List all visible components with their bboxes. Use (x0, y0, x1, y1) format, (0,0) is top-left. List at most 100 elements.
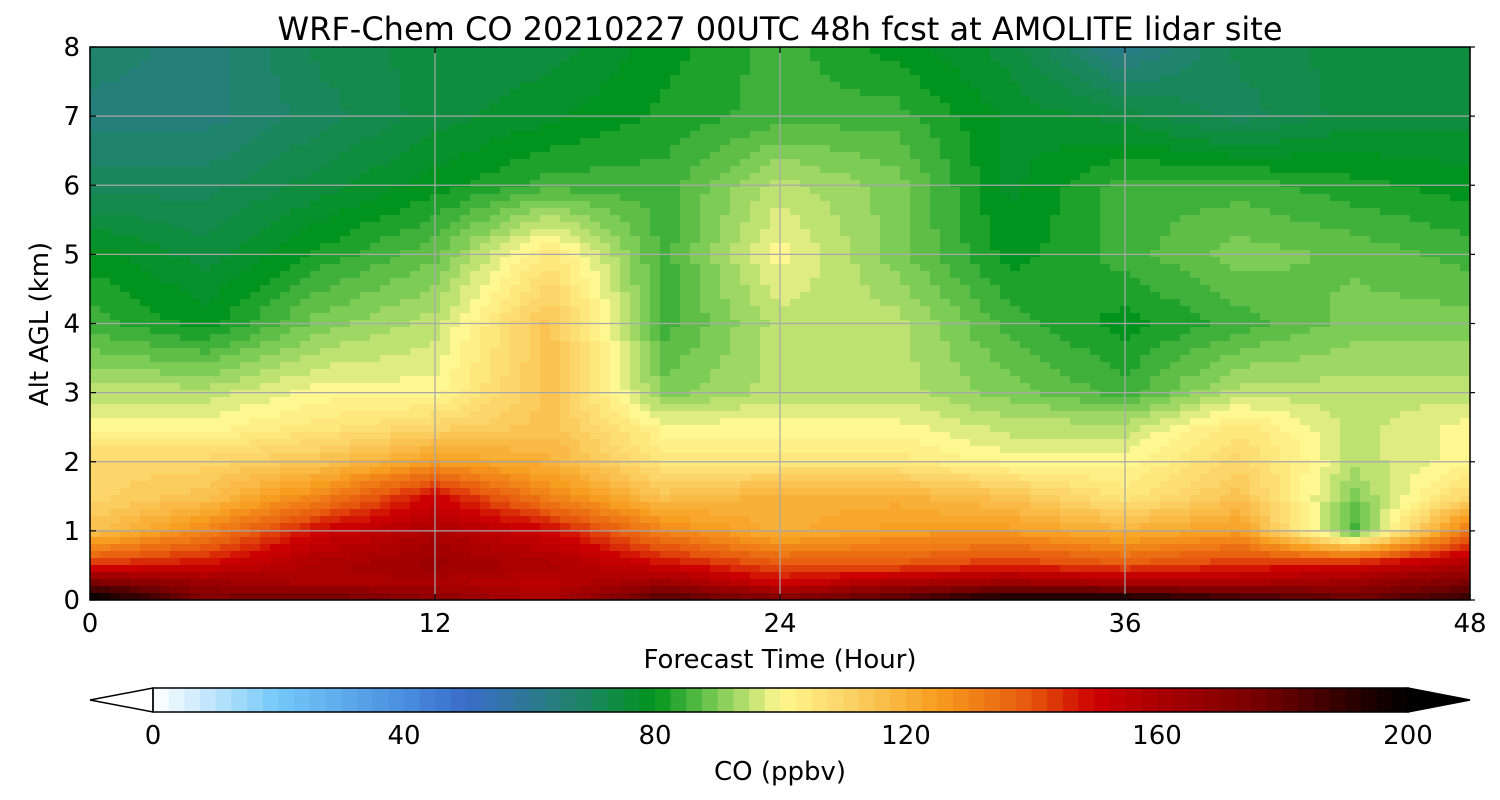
field-cell (1260, 131, 1271, 139)
field-cell (1350, 152, 1361, 160)
field-cell (1420, 68, 1431, 76)
field-cell (820, 124, 831, 132)
field-cell (440, 180, 451, 188)
field-cell (710, 96, 721, 104)
field-cell (850, 96, 861, 104)
field-cell (1240, 243, 1251, 251)
field-cell (180, 236, 191, 244)
field-cell (590, 292, 601, 300)
field-cell (540, 110, 551, 118)
field-cell (1090, 166, 1101, 174)
field-cell (980, 68, 991, 76)
field-cell (550, 236, 561, 244)
field-cell (1090, 47, 1101, 55)
field-cell (1300, 180, 1311, 188)
field-cell (130, 222, 141, 230)
field-cell (540, 292, 551, 300)
field-cell (90, 278, 101, 286)
field-cell (1460, 110, 1470, 118)
field-cell (1080, 89, 1091, 97)
field-cell (460, 201, 471, 209)
field-cell (1180, 89, 1191, 97)
field-cell (1370, 47, 1381, 55)
field-cell (360, 89, 371, 97)
field-cell (330, 278, 341, 286)
field-cell (330, 208, 341, 216)
field-cell (180, 208, 191, 216)
field-cell (790, 257, 801, 265)
field-cell (140, 215, 151, 223)
field-cell (1190, 103, 1201, 111)
field-cell (580, 89, 591, 97)
field-cell (820, 138, 831, 146)
field-cell (1100, 257, 1111, 265)
field-cell (1140, 166, 1151, 174)
field-cell (140, 194, 151, 202)
field-cell (340, 264, 351, 272)
field-cell (620, 103, 631, 111)
field-cell (1370, 208, 1381, 216)
field-cell (1250, 131, 1261, 139)
field-cell (410, 89, 421, 97)
field-cell (620, 229, 631, 237)
field-cell (990, 278, 1001, 286)
field-cell (1240, 257, 1251, 265)
field-cell (420, 138, 431, 146)
field-cell (1430, 68, 1441, 76)
field-cell (800, 138, 811, 146)
field-cell (1330, 215, 1341, 223)
field-cell (970, 187, 981, 195)
field-cell (920, 187, 931, 195)
field-cell (1270, 173, 1281, 181)
field-cell (570, 159, 581, 167)
field-cell (1190, 278, 1201, 286)
field-cell (1420, 166, 1431, 174)
field-cell (900, 271, 911, 279)
field-cell (1000, 229, 1011, 237)
field-cell (210, 243, 221, 251)
field-cell (1390, 117, 1401, 125)
field-cell (1170, 236, 1181, 244)
field-cell (1370, 145, 1381, 153)
field-cell (1200, 292, 1211, 300)
field-cell (230, 145, 241, 153)
field-cell (1010, 292, 1021, 300)
field-cell (1440, 292, 1451, 300)
field-cell (360, 285, 371, 293)
field-cell (1040, 180, 1051, 188)
field-cell (730, 159, 741, 167)
field-cell (1100, 173, 1111, 181)
field-cell (1310, 103, 1321, 111)
field-cell (920, 96, 931, 104)
field-cell (710, 278, 721, 286)
field-cell (390, 82, 401, 90)
field-cell (1400, 208, 1411, 216)
field-cell (740, 103, 751, 111)
field-cell (1110, 285, 1121, 293)
field-cell (270, 208, 281, 216)
field-cell (620, 75, 631, 83)
field-cell (1220, 257, 1231, 265)
field-cell (1290, 96, 1301, 104)
field-cell (1070, 208, 1081, 216)
field-cell (210, 236, 221, 244)
field-cell (1340, 187, 1351, 195)
field-cell (200, 96, 211, 104)
field-cell (530, 82, 541, 90)
field-cell (910, 285, 921, 293)
field-cell (1440, 208, 1451, 216)
field-cell (90, 89, 101, 97)
field-cell (410, 82, 421, 90)
field-cell (780, 201, 791, 209)
field-cell (810, 173, 821, 181)
field-cell (970, 285, 981, 293)
field-cell (950, 166, 961, 174)
field-cell (1070, 271, 1081, 279)
field-cell (840, 285, 851, 293)
field-cell (1160, 285, 1171, 293)
field-cell (1010, 271, 1021, 279)
field-cell (820, 278, 831, 286)
field-cell (1070, 180, 1081, 188)
field-cell (610, 82, 621, 90)
field-cell (1150, 229, 1161, 237)
